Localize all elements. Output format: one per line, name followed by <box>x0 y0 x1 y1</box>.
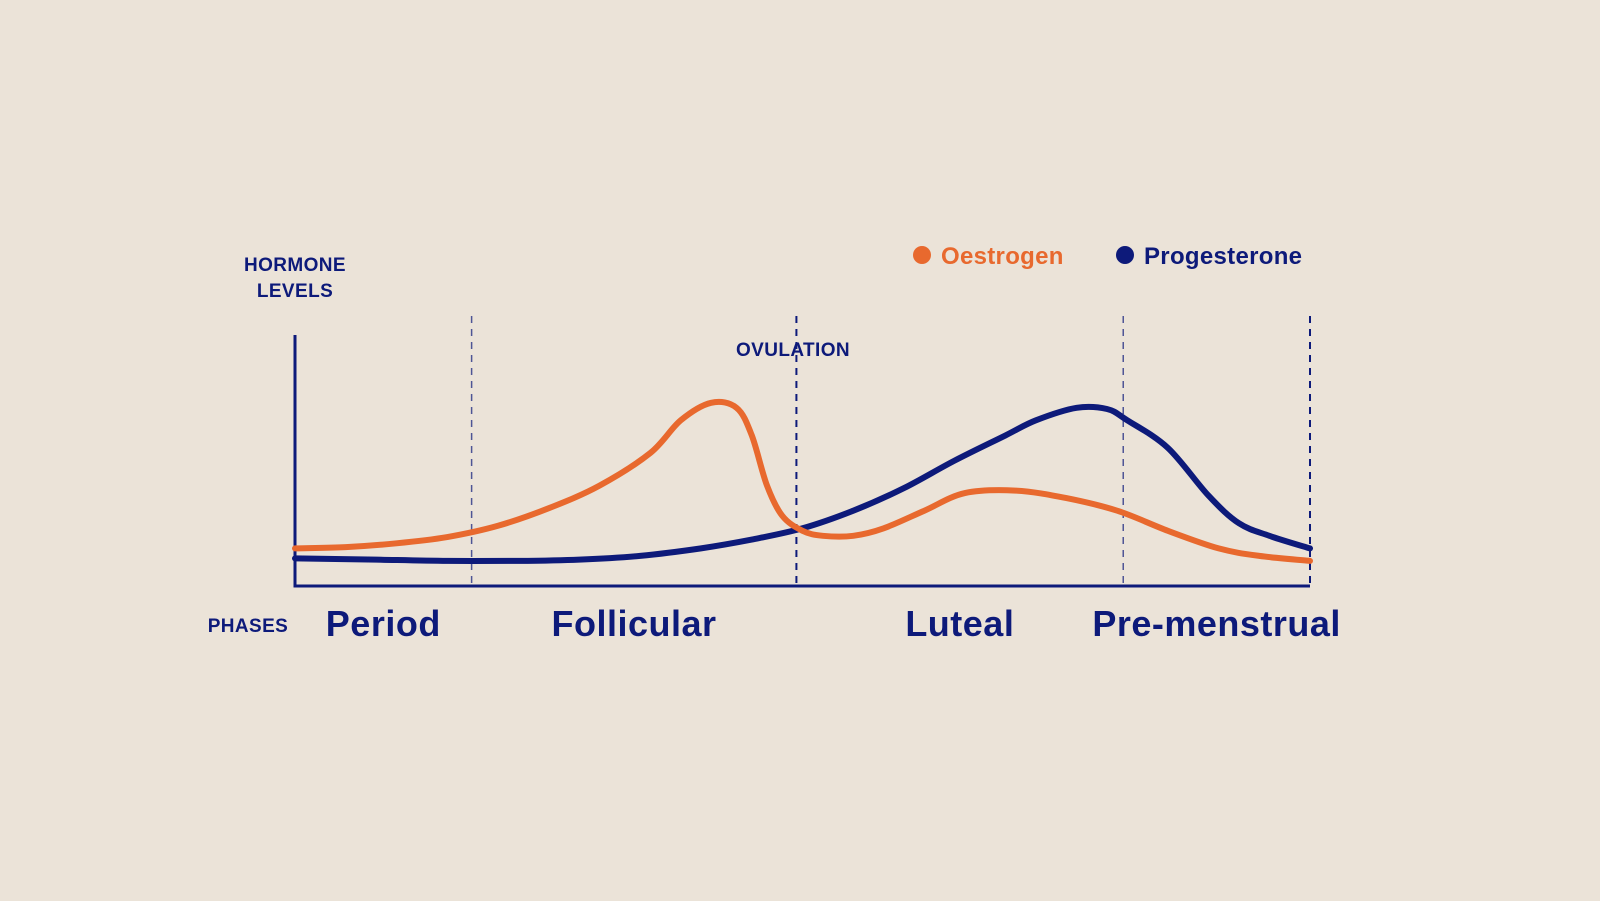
series-group <box>292 398 1313 565</box>
phase-labels: Period Follicular Luteal Pre-menstrual <box>326 603 1341 644</box>
phase-label-luteal: Luteal <box>905 603 1014 644</box>
legend-progesterone-marker <box>1116 246 1134 264</box>
legend-oestrogen-label: Oestrogen <box>941 243 1064 270</box>
oestrogen-series-line <box>292 398 1313 564</box>
legend-progesterone-label: Progesterone <box>1144 243 1302 270</box>
phase-boundaries <box>470 316 1311 586</box>
progesterone-series-line <box>292 403 1313 565</box>
legend-oestrogen-marker <box>913 246 931 264</box>
legend: Oestrogen Progesterone <box>913 243 1302 270</box>
phase-label-pre-menstrual: Pre-menstrual <box>1092 603 1341 644</box>
ovulation-annotation: OVULATION <box>736 340 850 361</box>
y-axis-label-line1: HORMONE <box>244 255 346 276</box>
phase-label-period: Period <box>326 603 441 644</box>
phase-label-follicular: Follicular <box>551 603 716 644</box>
x-axis-label: PHASES <box>208 616 289 637</box>
y-axis-label-line2: LEVELS <box>257 281 333 302</box>
